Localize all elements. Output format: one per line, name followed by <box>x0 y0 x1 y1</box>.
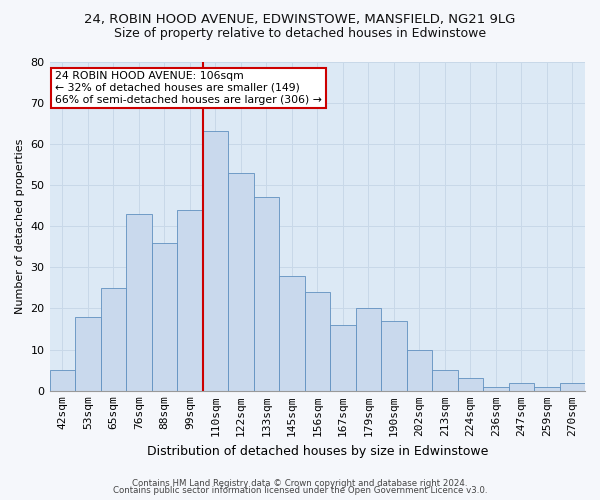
Bar <box>330 325 356 391</box>
Text: Contains HM Land Registry data © Crown copyright and database right 2024.: Contains HM Land Registry data © Crown c… <box>132 478 468 488</box>
Bar <box>177 210 203 391</box>
Bar <box>50 370 75 391</box>
Bar <box>458 378 483 391</box>
Bar <box>75 316 101 391</box>
Text: 24 ROBIN HOOD AVENUE: 106sqm
← 32% of detached houses are smaller (149)
66% of s: 24 ROBIN HOOD AVENUE: 106sqm ← 32% of de… <box>55 72 322 104</box>
Bar <box>305 292 330 391</box>
Text: 24, ROBIN HOOD AVENUE, EDWINSTOWE, MANSFIELD, NG21 9LG: 24, ROBIN HOOD AVENUE, EDWINSTOWE, MANSF… <box>85 12 515 26</box>
Bar <box>534 386 560 391</box>
Bar <box>203 132 228 391</box>
Bar <box>126 214 152 391</box>
Bar <box>483 386 509 391</box>
X-axis label: Distribution of detached houses by size in Edwinstowe: Distribution of detached houses by size … <box>146 444 488 458</box>
Bar <box>101 288 126 391</box>
Bar <box>152 242 177 391</box>
Bar <box>432 370 458 391</box>
Bar <box>228 172 254 391</box>
Bar <box>381 321 407 391</box>
Bar <box>279 276 305 391</box>
Text: Size of property relative to detached houses in Edwinstowe: Size of property relative to detached ho… <box>114 28 486 40</box>
Bar <box>407 350 432 391</box>
Bar <box>254 198 279 391</box>
Bar <box>509 382 534 391</box>
Bar <box>356 308 381 391</box>
Text: Contains public sector information licensed under the Open Government Licence v3: Contains public sector information licen… <box>113 486 487 495</box>
Bar <box>560 382 585 391</box>
Y-axis label: Number of detached properties: Number of detached properties <box>15 138 25 314</box>
